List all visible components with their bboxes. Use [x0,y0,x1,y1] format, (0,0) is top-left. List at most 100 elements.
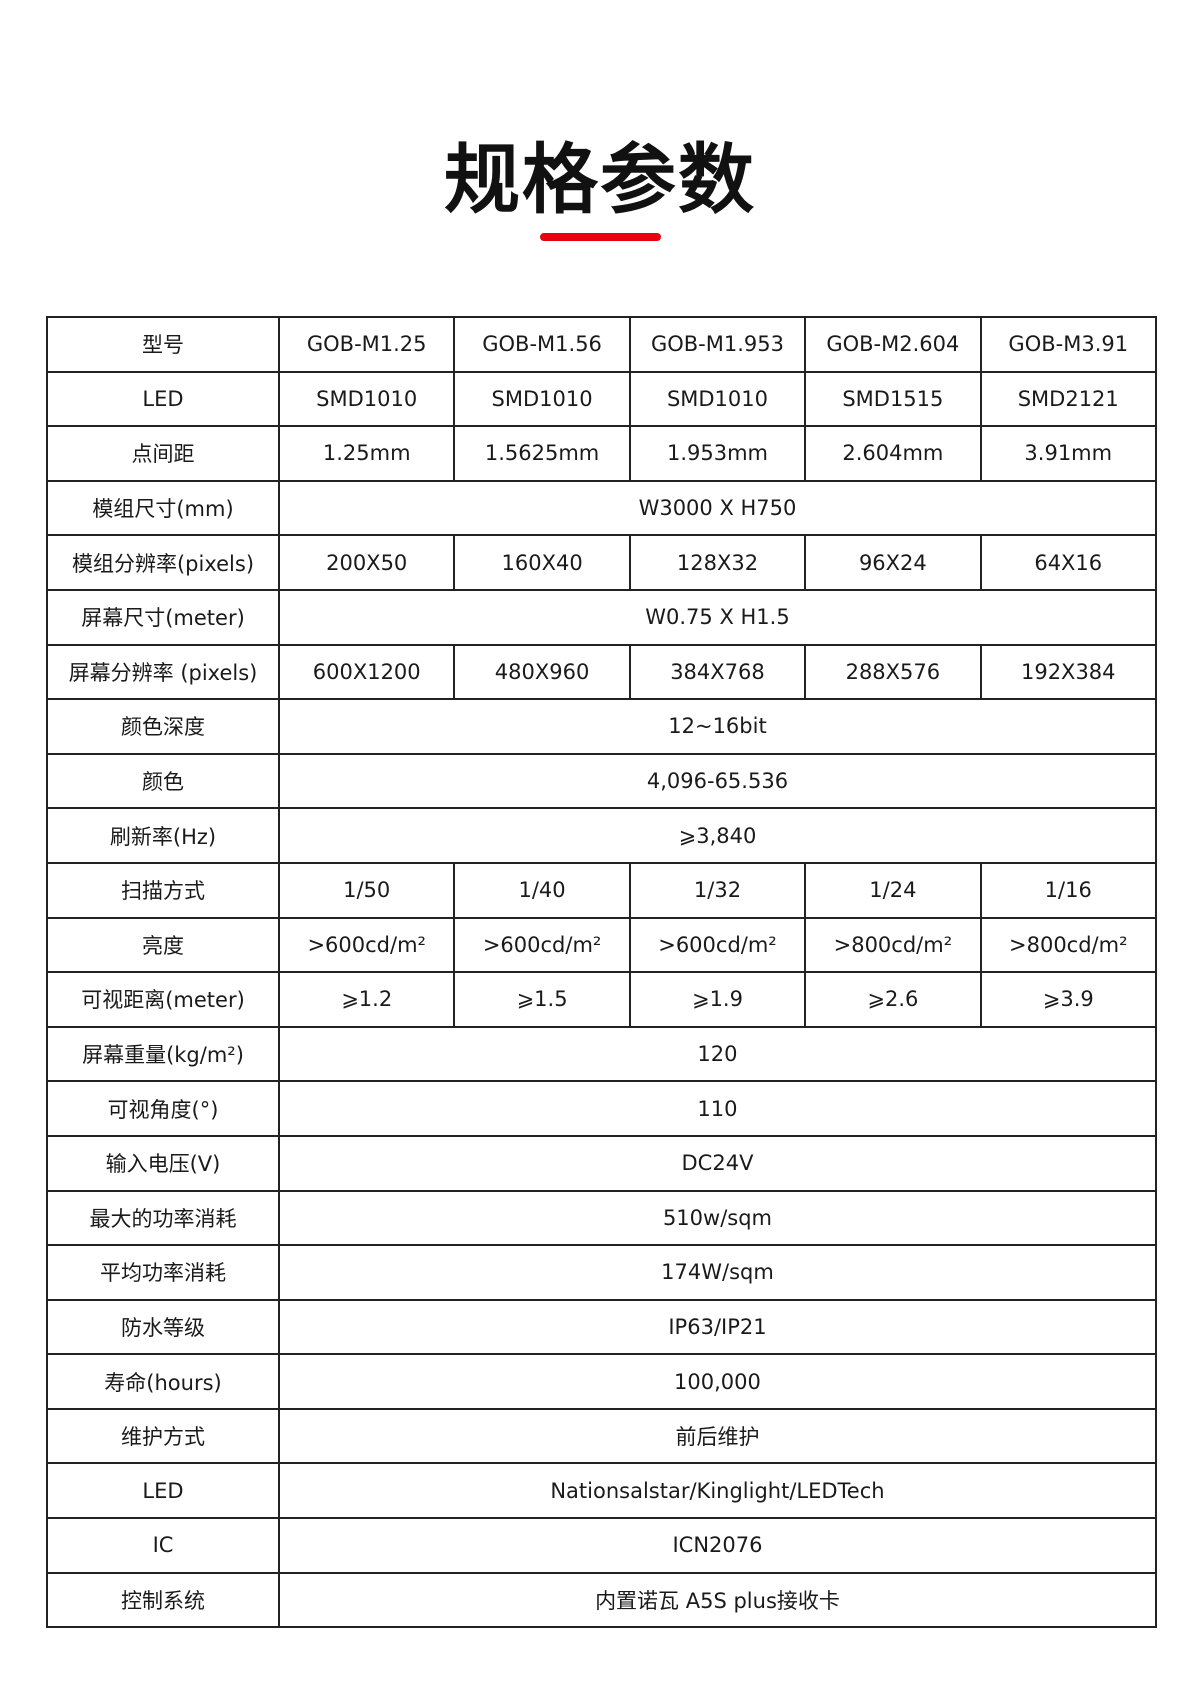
cell-value: SMD1010 [628,370,807,428]
title-underline [540,233,661,241]
table-row: 可视距离(meter) ⩾1.2 ⩾1.5 ⩾1.9 ⩾2.6 ⩾3.9 [46,971,1157,1028]
cell-value: 288X576 [804,643,982,701]
cell-value: >600cd/m² [453,916,631,974]
row-label: 扫描方式 [46,861,280,919]
cell-value: GOB-M1.25 [277,316,456,373]
table-row: 颜色深度 12~16bit [46,698,1157,755]
table-row: 屏幕尺寸(meter) W0.75 X H1.5 [46,588,1157,646]
row-label: IC [46,1517,280,1574]
cell-value-merged: 110 [278,1080,1157,1137]
cell-value: 1/50 [277,861,456,919]
row-label: 屏幕重量(kg/m²) [46,1025,280,1083]
table-row: 亮度 >600cd/m² >600cd/m² >600cd/m² >800cd/m² >8… [46,916,1157,974]
cell-value-merged: 前后维护 [278,1407,1157,1465]
table-row: 防水等级 IP63/IP21 [46,1298,1157,1356]
cell-value: 200X50 [277,534,456,591]
cell-value: ⩾2.6 [804,971,982,1028]
row-label: 屏幕分辨率 (pixels) [46,643,280,701]
cell-value-merged: W3000 X H750 [278,479,1157,537]
cell-value: 128X32 [628,534,807,591]
table-row: 模组分辨率(pixels) 200X50 160X40 128X32 96X24 64X1… [46,534,1157,591]
cell-value: ⩾1.9 [628,971,807,1028]
cell-value: 64X16 [979,534,1157,591]
cell-value-merged: ICN2076 [278,1517,1157,1574]
table-row: 屏幕重量(kg/m²) 120 [46,1025,1157,1083]
cell-value: 480X960 [453,643,631,701]
cell-value-merged: IP63/IP21 [278,1298,1157,1356]
cell-value: 1/16 [979,861,1157,919]
table-row: 扫描方式 1/50 1/40 1/32 1/24 1/16 [46,861,1157,919]
cell-value: 600X1200 [277,643,456,701]
table-row: LED Nationsalstar/Kinglight/LEDTech [46,1462,1157,1520]
row-label: 可视距离(meter) [46,971,280,1028]
row-label: 维护方式 [46,1407,280,1465]
cell-value: 1/32 [628,861,807,919]
cell-value: 96X24 [804,534,982,591]
cell-value: >800cd/m² [979,916,1157,974]
cell-value-merged: DC24V [278,1134,1157,1192]
cell-value: 1/40 [453,861,631,919]
cell-value: SMD1010 [277,370,456,428]
table-row: 控制系统 内置诺瓦 A5S plus接收卡 [46,1571,1157,1629]
row-label: 屏幕尺寸(meter) [46,588,280,646]
cell-value: 1/24 [804,861,982,919]
row-label: LED [46,370,280,428]
cell-value-merged: ⩾3,840 [278,807,1157,864]
table-row: 颜色 4,096-65.536 [46,752,1157,810]
table-row: 平均功率消耗 174W/sqm [46,1244,1157,1301]
cell-value-merged: 内置诺瓦 A5S plus接收卡 [278,1571,1157,1629]
cell-value: GOB-M1.56 [453,316,631,373]
cell-value-merged: 100,000 [278,1353,1157,1410]
cell-value-merged: 510w/sqm [278,1189,1157,1247]
cell-value: SMD1010 [453,370,631,428]
row-label: 寿命(hours) [46,1353,280,1410]
row-label: 亮度 [46,916,280,974]
row-label: 平均功率消耗 [46,1244,280,1301]
table-row: IC ICN2076 [46,1517,1157,1574]
row-label: 模组分辨率(pixels) [46,534,280,591]
cell-value: 1.25mm [277,425,456,482]
cell-value: ⩾3.9 [979,971,1157,1028]
cell-value: >600cd/m² [277,916,456,974]
cell-value: ⩾1.5 [453,971,631,1028]
row-label: 模组尺寸(mm) [46,479,280,537]
row-label: 可视角度(°) [46,1080,280,1137]
cell-value: >800cd/m² [804,916,982,974]
cell-value-merged: 120 [278,1025,1157,1083]
cell-value: GOB-M2.604 [804,316,982,373]
cell-value: 160X40 [453,534,631,591]
row-label: 防水等级 [46,1298,280,1356]
spec-table: 型号 GOB-M1.25 GOB-M1.56 GOB-M1.953 GOB-M2.604… [46,316,1157,1629]
cell-value: 192X384 [979,643,1157,701]
cell-value-merged: 4,096-65.536 [278,752,1157,810]
cell-value: SMD1515 [804,370,982,428]
table-row: 寿命(hours) 100,000 [46,1353,1157,1410]
row-label: 颜色 [46,752,280,810]
table-row: 输入电压(V) DC24V [46,1134,1157,1192]
cell-value-merged: W0.75 X H1.5 [278,588,1157,646]
row-label: 颜色深度 [46,698,280,755]
cell-value: GOB-M3.91 [979,316,1157,373]
cell-value: GOB-M1.953 [628,316,807,373]
table-row: 可视角度(°) 110 [46,1080,1157,1137]
table-row: 点间距 1.25mm 1.5625mm 1.953mm 2.604mm 3.91mm [46,425,1157,482]
row-label: 型号 [46,316,280,373]
row-label: 最大的功率消耗 [46,1189,280,1247]
row-label: 控制系统 [46,1571,280,1629]
cell-value: 2.604mm [804,425,982,482]
cell-value: 1.953mm [628,425,807,482]
table-row: 型号 GOB-M1.25 GOB-M1.56 GOB-M1.953 GOB-M2.604… [46,316,1157,373]
table-row: LED SMD1010 SMD1010 SMD1010 SMD1515 SMD2121 [46,370,1157,428]
row-label: 输入电压(V) [46,1134,280,1192]
cell-value: ⩾1.2 [277,971,456,1028]
cell-value: 384X768 [628,643,807,701]
cell-value: >600cd/m² [628,916,807,974]
cell-value-merged: 12~16bit [278,698,1157,755]
row-label: 刷新率(Hz) [46,807,280,864]
page-title: 规格参数 [444,135,756,224]
table-row: 最大的功率消耗 510w/sqm [46,1189,1157,1247]
cell-value-merged: 174W/sqm [278,1244,1157,1301]
cell-value: SMD2121 [979,370,1157,428]
row-label: LED [46,1462,280,1520]
table-row: 维护方式 前后维护 [46,1407,1157,1465]
